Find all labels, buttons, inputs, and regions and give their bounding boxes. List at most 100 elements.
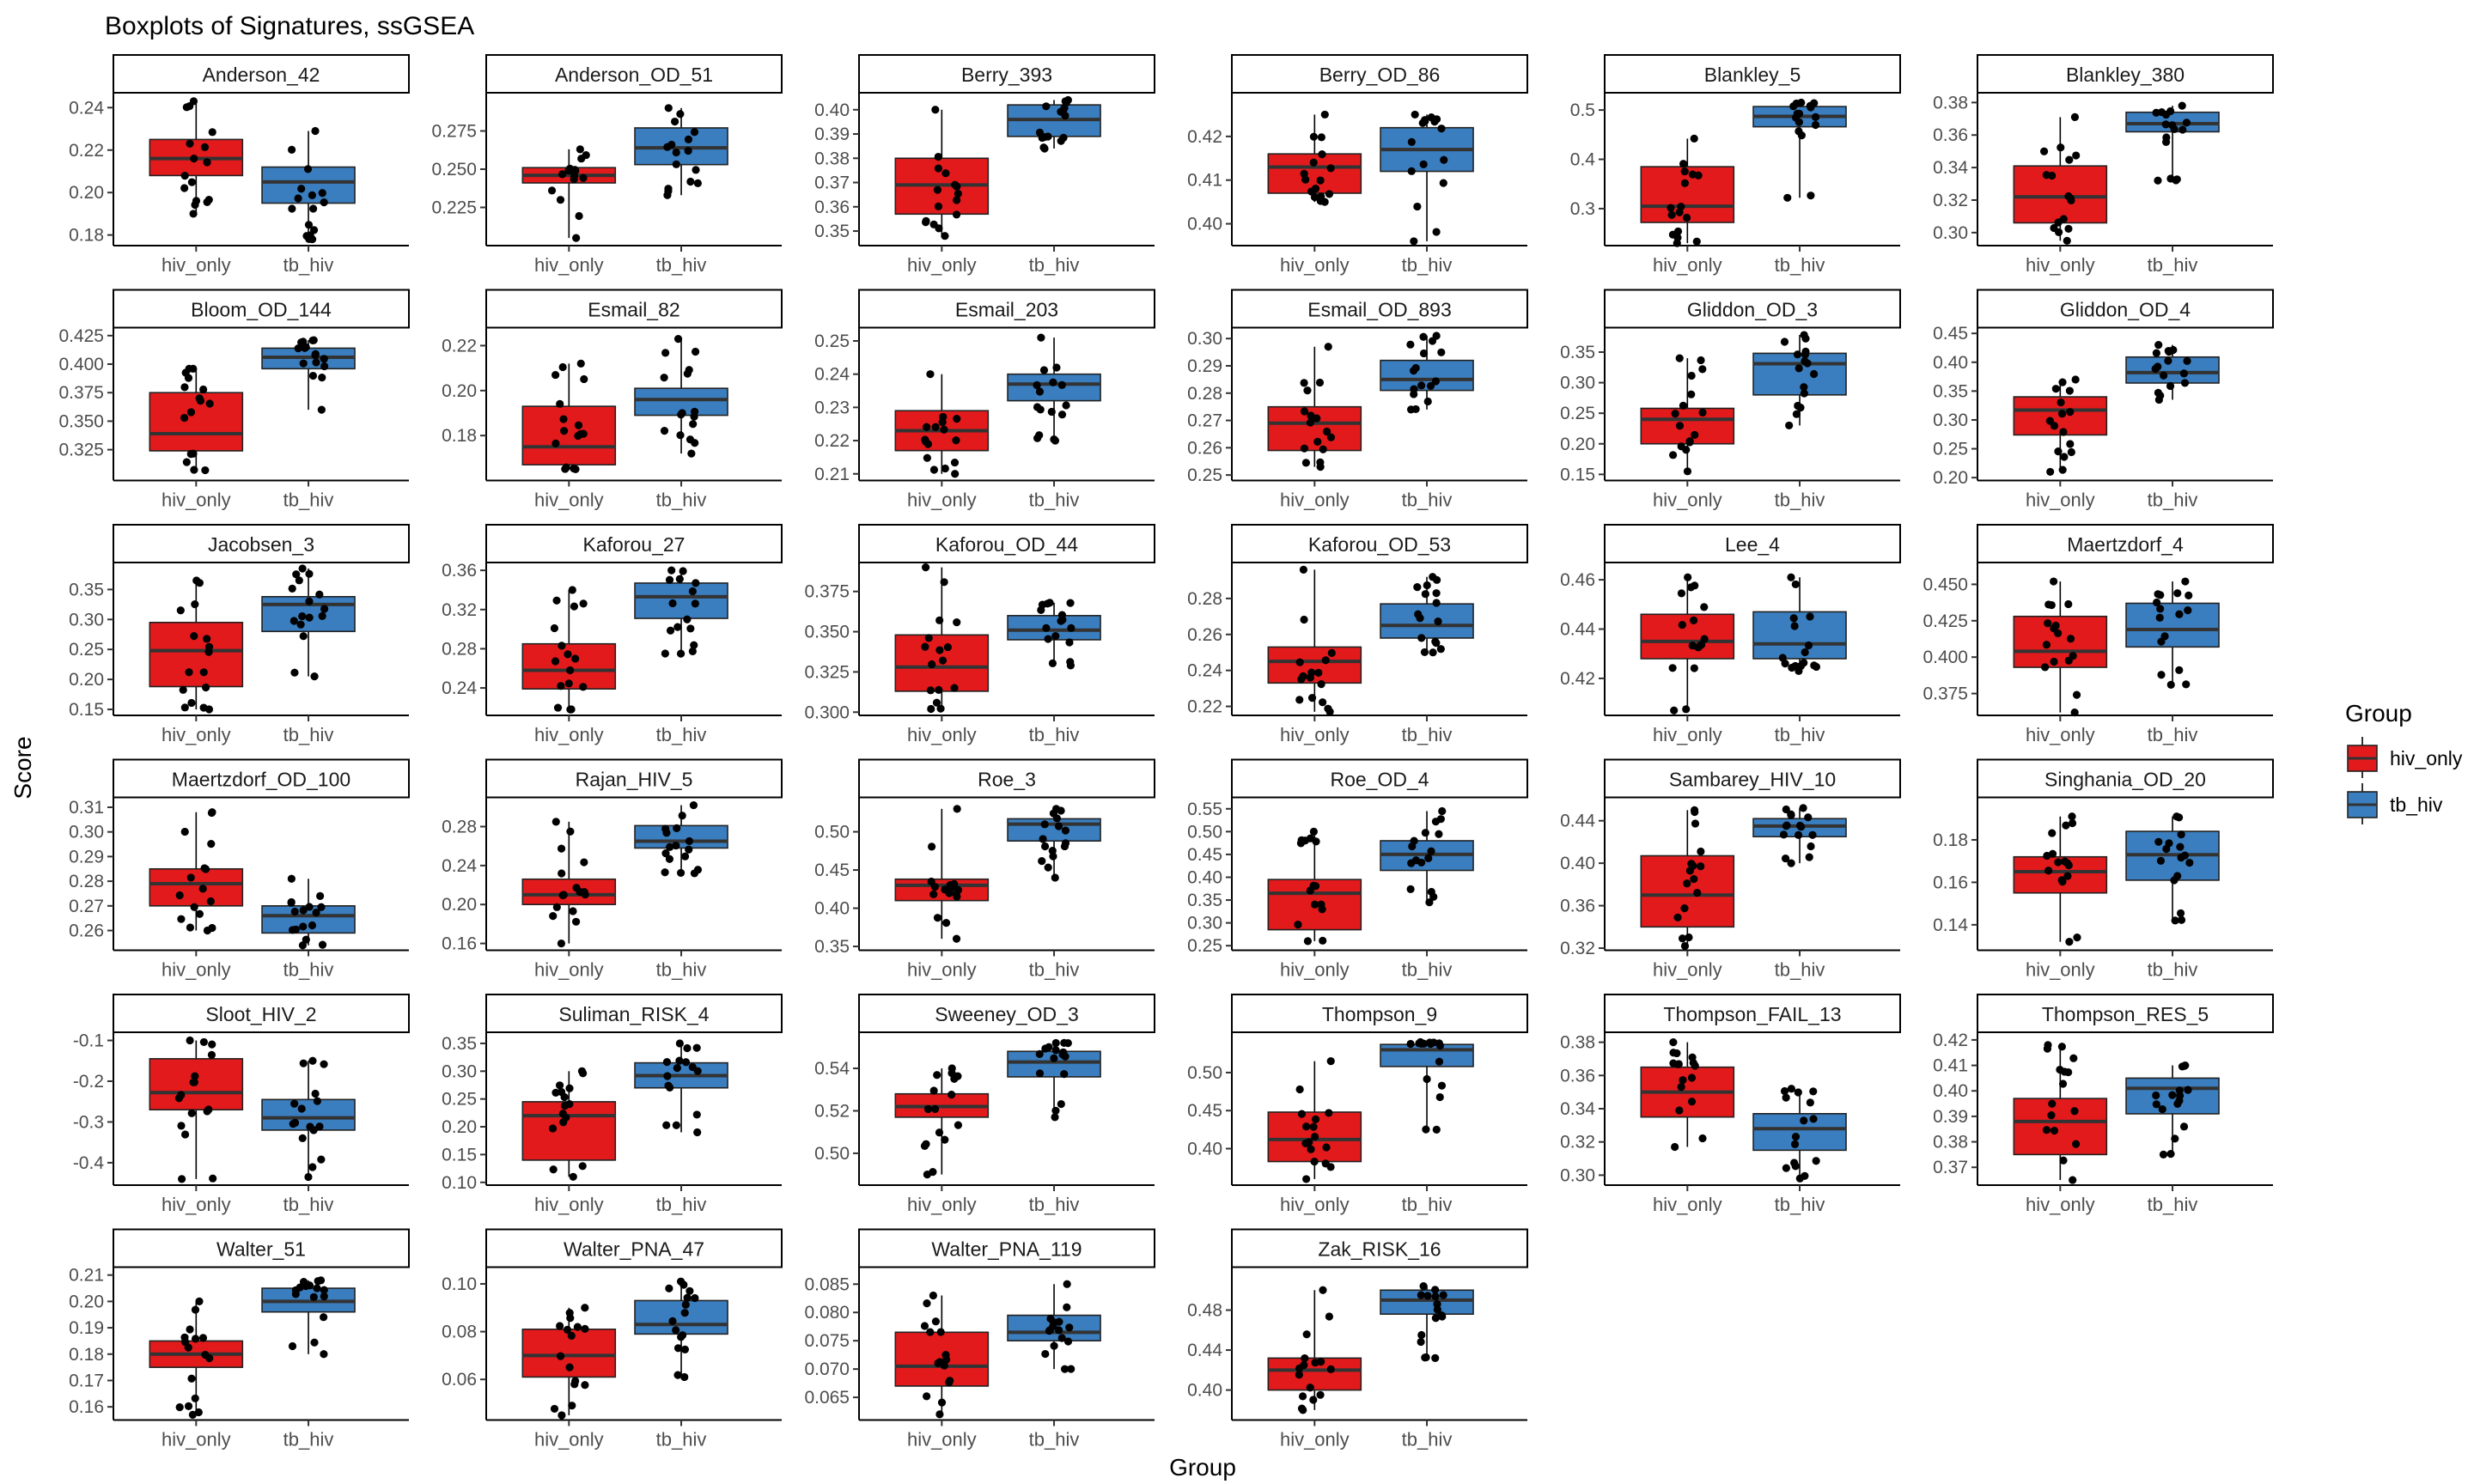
legend-title: Group — [2345, 700, 2412, 727]
y-tick-label: 0.32 — [1560, 939, 1595, 958]
y-tick-label: 0.35 — [1560, 343, 1595, 362]
y-tick-label: 0.450 — [1923, 575, 1968, 594]
box-hiv_only — [2013, 1098, 2108, 1156]
data-point — [1302, 1175, 1311, 1183]
data-point — [313, 1284, 321, 1292]
x-tick-label: hiv_only — [161, 724, 231, 745]
data-point — [2170, 876, 2178, 885]
x-tick-label: tb_hiv — [656, 1429, 707, 1451]
data-point — [1790, 1159, 1799, 1167]
data-point — [685, 836, 694, 846]
facet-strip — [1977, 994, 2274, 1033]
x-tick-label: hiv_only — [2026, 490, 2095, 511]
data-point — [1309, 158, 1318, 167]
y-tick-label: 0.37 — [1933, 1158, 1968, 1177]
legend: Group hiv_only tb_hiv — [2345, 700, 2463, 824]
facet-strip-label: Thompson_9 — [1322, 1003, 1437, 1025]
data-point — [1300, 407, 1309, 416]
data-point — [680, 1372, 689, 1382]
data-point — [1679, 401, 1688, 410]
data-point — [923, 1392, 931, 1401]
facet-strip — [858, 994, 1155, 1033]
data-point — [1326, 1365, 1335, 1373]
y-tick-label: 0.54 — [814, 1059, 850, 1079]
y-tick-label: 0.36 — [814, 198, 850, 217]
data-point — [667, 566, 676, 575]
data-point — [2159, 1150, 2168, 1159]
data-point — [1057, 137, 1065, 145]
data-point — [679, 1280, 688, 1289]
facet-strip — [113, 289, 410, 329]
data-point — [676, 110, 685, 119]
x-tick-label: tb_hiv — [283, 254, 334, 276]
data-point — [297, 1104, 306, 1113]
data-point — [1307, 694, 1317, 702]
y-tick-label: 0.20 — [69, 1292, 104, 1311]
data-point — [1301, 175, 1310, 184]
data-point — [1790, 1140, 1800, 1148]
data-point — [1694, 643, 1703, 652]
y-tick-label: 0.32 — [1560, 1133, 1595, 1153]
facet-panel: Rajan_HIV_5 0.16 0.20 0.24 0.28 hiv_only tb_hi… — [442, 758, 783, 981]
x-tick-label: hiv_only — [534, 490, 604, 511]
data-point — [1061, 97, 1069, 106]
data-point — [691, 347, 700, 356]
data-point — [672, 841, 680, 850]
y-tick-label: 0.16 — [69, 1397, 104, 1417]
data-point — [1438, 806, 1447, 816]
data-point — [195, 909, 204, 918]
y-tick-label: 0.40 — [814, 100, 850, 120]
data-point — [948, 1090, 956, 1099]
data-point — [1316, 1390, 1325, 1399]
data-point — [691, 1293, 699, 1303]
data-point — [1325, 190, 1334, 198]
data-point — [685, 845, 693, 854]
y-tick-label: 0.36 — [442, 561, 477, 581]
data-point — [1065, 1323, 1074, 1332]
data-point — [320, 1060, 328, 1068]
data-point — [1691, 430, 1699, 440]
data-point — [187, 698, 196, 708]
box-tb_hiv — [1007, 818, 1101, 842]
data-point — [952, 436, 960, 445]
y-tick-label: 0.28 — [442, 818, 477, 837]
data-point — [2166, 381, 2175, 391]
data-point — [1406, 885, 1415, 893]
data-point — [206, 897, 215, 906]
data-point — [288, 145, 296, 154]
data-point — [2161, 120, 2170, 129]
data-point — [934, 1359, 942, 1367]
data-point — [2164, 356, 2172, 365]
data-point — [1812, 1157, 1820, 1165]
data-point — [1066, 599, 1075, 607]
data-point — [1317, 133, 1325, 142]
box-hiv_only — [1640, 613, 1735, 660]
data-point — [2071, 375, 2080, 384]
x-tick-label: tb_hiv — [2148, 1194, 2198, 1215]
data-point — [1690, 616, 1698, 624]
data-point — [664, 185, 673, 193]
data-point — [937, 1398, 947, 1407]
data-point — [208, 923, 216, 933]
data-point — [1326, 433, 1336, 441]
data-point — [1801, 334, 1810, 343]
data-point — [175, 891, 184, 900]
data-point — [1429, 648, 1437, 657]
data-point — [2066, 440, 2075, 448]
data-point — [1804, 641, 1813, 650]
data-point — [2050, 577, 2058, 586]
data-point — [1677, 203, 1685, 211]
data-point — [1794, 1088, 1802, 1097]
data-point — [1044, 863, 1052, 872]
data-point — [1301, 1139, 1310, 1148]
y-tick-label: 0.38 — [1933, 93, 1968, 113]
x-tick-label: tb_hiv — [2148, 959, 2198, 981]
y-tick-label: 0.425 — [58, 326, 104, 346]
data-point — [1295, 658, 1304, 666]
data-point — [576, 145, 584, 154]
data-point — [683, 615, 692, 623]
data-point — [2050, 657, 2058, 666]
data-point — [1683, 879, 1691, 888]
data-point — [921, 642, 929, 651]
data-point — [2182, 119, 2191, 127]
